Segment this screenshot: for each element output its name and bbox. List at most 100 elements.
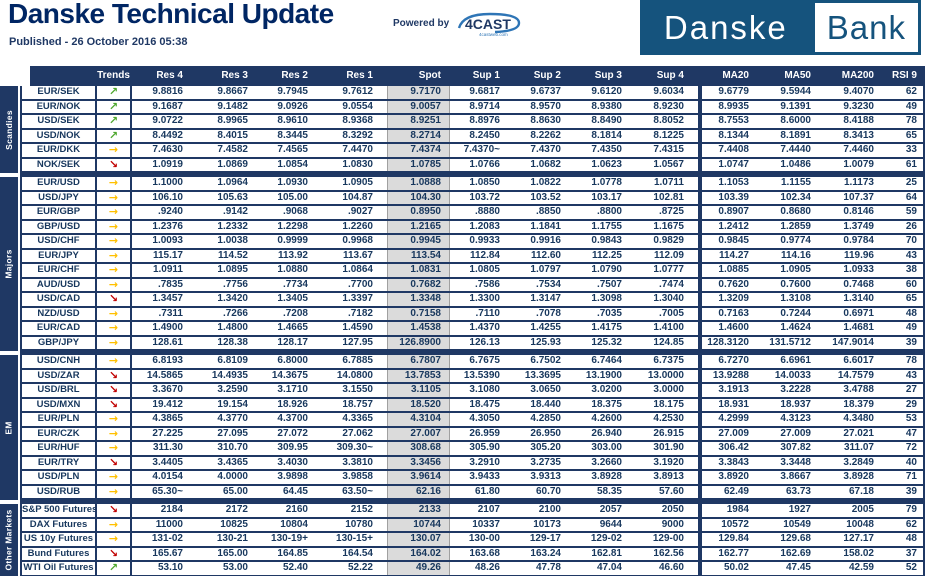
cell-res3: 114.52 (217, 249, 248, 261)
cell-ma50: 1927 (788, 504, 811, 515)
cell-rsi9: 49 (905, 100, 917, 112)
cell-sup3: 9644 (599, 518, 622, 530)
cell-res2: 309.95 (277, 442, 308, 453)
cell-spot: 62.16 (387, 485, 450, 498)
trend-arrow-icon: ↘ (108, 384, 119, 396)
cell-sup4: 112.09 (636, 249, 702, 262)
cell-spot: 3.1105 (387, 384, 450, 397)
group-label-text: Other Markets (4, 509, 14, 571)
cell-res2: 130-19+ (271, 533, 308, 544)
cell-res4: 3.4405 (152, 456, 183, 468)
cell-res4: 1.2376 (152, 220, 183, 232)
cell-rsi9: 79 (905, 504, 917, 515)
cell-rsi9: 78 (905, 355, 917, 366)
cell-res1: 18.757 (342, 398, 373, 410)
cell-sup2: 1.0682 (530, 158, 561, 170)
cell-sup4: 46.60 (636, 562, 702, 575)
trend-arrow-icon: ↘ (108, 547, 119, 560)
cell-sup4: 8.1225 (636, 129, 702, 142)
cell-res4: 106.10 (152, 191, 183, 203)
cell-sup3: 3.0200 (591, 384, 622, 395)
table-row: EUR/CAD → 1.4900 1.4800 1.4665 1.4590 1.… (22, 322, 923, 337)
group-rows: USD/CNH → 6.8193 6.8109 6.8000 6.7885 6.… (20, 355, 925, 504)
cell-sup3: 8.8490 (591, 115, 622, 126)
danske-logo-left: Danske (639, 0, 812, 55)
table-row: NZD/USD → .7311 .7266 .7208 .7182 0.7158… (22, 307, 923, 322)
cell-ma50: 3.8667 (780, 471, 811, 482)
fourcast-url: 4castweb.com (479, 32, 508, 37)
cell-spot: 9.7170 (387, 86, 450, 99)
cell-ma200: 10048 (846, 518, 874, 530)
cell-instrument: USD/CNH (22, 355, 97, 368)
cell-ma50: 131.5712 (769, 336, 811, 348)
cell-trend: ↘ (97, 547, 132, 560)
cell-ma50: 4.3123 (780, 413, 811, 424)
cell-spot: 10744 (387, 518, 450, 531)
technical-levels-table: Trends Res 4 Res 3 Res 2 Res 1 Spot Sup … (0, 66, 925, 576)
cell-res4: 4.3865 (152, 413, 183, 424)
cell-res2: 1.4665 (277, 322, 308, 333)
cell-sup3: 8.1814 (591, 129, 622, 141)
cell-rsi9: 33 (905, 144, 917, 155)
cell-instrument: EUR/CHF (22, 264, 97, 277)
cell-trend: → (97, 413, 132, 426)
cell-rsi9: 27 (905, 384, 917, 395)
cell-instrument: EUR/DKK (22, 144, 97, 157)
cell-sup4: 1.3040 (636, 293, 702, 306)
cell-ma20: 62.49 (723, 485, 749, 497)
header-trends: Trends (97, 70, 130, 81)
cell-trend: ↗ (97, 86, 132, 99)
cell-sup4: 162.56 (636, 547, 702, 560)
cell-res3: 128.38 (217, 336, 248, 348)
cell-res4: 165.67 (152, 547, 183, 559)
cell-spot: 308.68 (387, 442, 450, 455)
cell-instrument: USD/SEK (22, 115, 97, 128)
cell-res2: 7.4565 (277, 144, 308, 155)
cell-ma20: 1.4600 (718, 322, 749, 333)
table-row: USD/NOK ↗ 8.4492 8.4015 8.3445 8.3292 8.… (22, 129, 923, 144)
cell-ma200: 8.3413 (843, 129, 874, 141)
cell-sup1: 1.3300 (469, 293, 500, 304)
cell-sup3: .7035 (596, 307, 622, 319)
cell-sup3: .8800 (596, 206, 622, 217)
cell-sup4: 18.175 (636, 398, 702, 411)
table-row: USD/CAD ↘ 1.3457 1.3420 1.3405 1.3397 1.… (22, 293, 923, 308)
cell-sup2: 8.2262 (530, 129, 561, 141)
cell-res4: 1.3457 (152, 293, 183, 304)
table-row: Bund Futures ↘ 165.67 165.00 164.85 164.… (22, 547, 923, 562)
cell-res2: 64.45 (282, 485, 308, 497)
cell-res4: 9.8816 (152, 86, 183, 97)
cell-res2: 2160 (285, 504, 308, 515)
cell-res3: 7.4582 (217, 144, 248, 155)
cell-sup1: 18.475 (469, 398, 500, 410)
cell-ma200: 2005 (851, 504, 874, 515)
cell-ma20: 13.9288 (712, 369, 749, 381)
group-rows: EUR/SEK ↗ 9.8816 9.8667 9.7945 9.7612 9.… (20, 86, 925, 177)
cell-sup3: 303.00 (591, 442, 622, 453)
cell-spot: 1.0785 (387, 158, 450, 171)
header-sup2: Sup 2 (533, 70, 561, 81)
trend-arrow-icon: → (108, 191, 119, 204)
cell-instrument: USD/PLN (22, 471, 97, 484)
cell-trend: ↘ (97, 398, 132, 411)
trend-arrow-icon: ↘ (108, 293, 119, 305)
cell-res4: .7835 (157, 278, 183, 290)
cell-trend: ↗ (97, 100, 132, 113)
cell-res2: .7208 (282, 307, 308, 319)
cell-sup2: 125.93 (530, 336, 561, 348)
cell-res4: 27.225 (152, 427, 183, 439)
cell-res1: 8.9368 (342, 115, 373, 126)
cell-sup1: 126.13 (469, 336, 500, 348)
cell-ma200: 8.4188 (843, 115, 874, 126)
cell-ma200: 147.9014 (832, 336, 874, 348)
table-row: USD/MXN ↘ 19.412 19.154 18.926 18.757 18… (22, 398, 923, 413)
cell-res1: 6.7885 (342, 355, 373, 366)
cell-sup1: 3.9433 (469, 471, 500, 482)
table-row: EUR/SEK ↗ 9.8816 9.8667 9.7945 9.7612 9.… (22, 86, 923, 101)
cell-spot: 126.8900 (387, 336, 450, 349)
cell-sup4: 3.8913 (636, 471, 702, 484)
instrument-group: EM USD/CNH → 6.8193 6.8109 6.8000 6.7885… (0, 355, 925, 504)
table-row: USD/SEK ↗ 9.0722 8.9965 8.9610 8.9368 8.… (22, 115, 923, 130)
cell-res1: 63.50~ (342, 485, 373, 497)
cell-ma50: 14.0033 (774, 369, 811, 381)
